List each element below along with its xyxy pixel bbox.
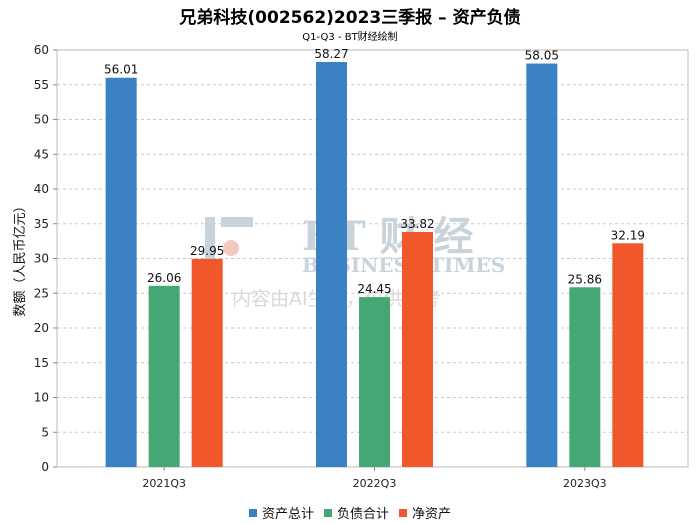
bar-value-label: 25.86 — [568, 272, 602, 286]
y-tick-label: 60 — [34, 43, 49, 57]
chart-title: 兄弟科技(002562)2023三季报 – 资产负债 — [179, 8, 521, 28]
watermark-logo-icon-bar — [221, 217, 253, 227]
bar — [359, 297, 390, 467]
y-tick-label: 25 — [34, 286, 49, 300]
bar-value-label: 33.82 — [400, 217, 434, 231]
bar — [569, 287, 601, 467]
y-tick-label: 20 — [34, 321, 49, 335]
chart-subtitle: Q1-Q3 - BT财经绘制 — [302, 32, 398, 43]
y-tick-label: 55 — [34, 78, 49, 92]
y-tick-label: 45 — [34, 147, 49, 161]
bar-value-label: 58.05 — [525, 49, 559, 63]
bar — [148, 285, 180, 467]
legend-label: 净资产 — [412, 507, 452, 522]
legend-item: 净资产 — [399, 503, 451, 522]
legend: 资产总计 负债合计 净资产 — [0, 503, 700, 522]
legend-swatch — [323, 509, 332, 517]
bar — [105, 77, 137, 467]
legend-swatch — [399, 509, 407, 517]
bar-value-label: 24.45 — [357, 282, 391, 296]
y-tick-label: 0 — [41, 460, 49, 474]
legend-label: 负债合计 — [336, 507, 389, 522]
watermark-logo-dot — [223, 240, 239, 256]
y-tick-label: 40 — [34, 182, 49, 196]
bar — [612, 243, 644, 467]
bar-value-label: 58.27 — [314, 47, 348, 61]
y-tick-label: 50 — [34, 113, 49, 127]
x-axis-labels: 2021Q3 2022Q3 2023Q3 — [142, 467, 607, 490]
legend-item: 负债合计 — [323, 503, 389, 522]
bar-value-label: 29.95 — [190, 244, 224, 258]
x-tick-label: 2021Q3 — [142, 477, 186, 490]
y-axis-ticks: 0 5 10 15 20 25 30 35 40 45 50 55 60 — [34, 43, 57, 474]
bar-series: 56.01 26.06 29.95 58.27 24.45 33.82 58.05 25.86… — [104, 47, 645, 468]
legend-label: 资产总计 — [261, 507, 314, 522]
y-tick-label: 35 — [34, 217, 49, 231]
bar — [316, 62, 347, 467]
bar — [402, 231, 433, 467]
bar-value-label: 56.01 — [104, 63, 138, 77]
bar-value-label: 26.06 — [147, 271, 181, 285]
y-tick-label: 5 — [41, 425, 49, 439]
bar-value-label: 32.19 — [611, 228, 645, 242]
bar — [526, 63, 558, 468]
bar — [191, 258, 223, 467]
legend-swatch — [248, 509, 257, 517]
y-tick-label: 10 — [34, 391, 49, 405]
y-tick-label: 30 — [34, 252, 49, 266]
y-tick-label: 15 — [34, 356, 49, 370]
x-tick-label: 2022Q3 — [353, 477, 397, 490]
legend-item: 资产总计 — [248, 503, 314, 522]
y-axis-label: 数额（人民币亿元） — [13, 199, 28, 316]
watermark-logo-icon — [205, 217, 215, 265]
x-tick-label: 2023Q3 — [563, 477, 607, 490]
